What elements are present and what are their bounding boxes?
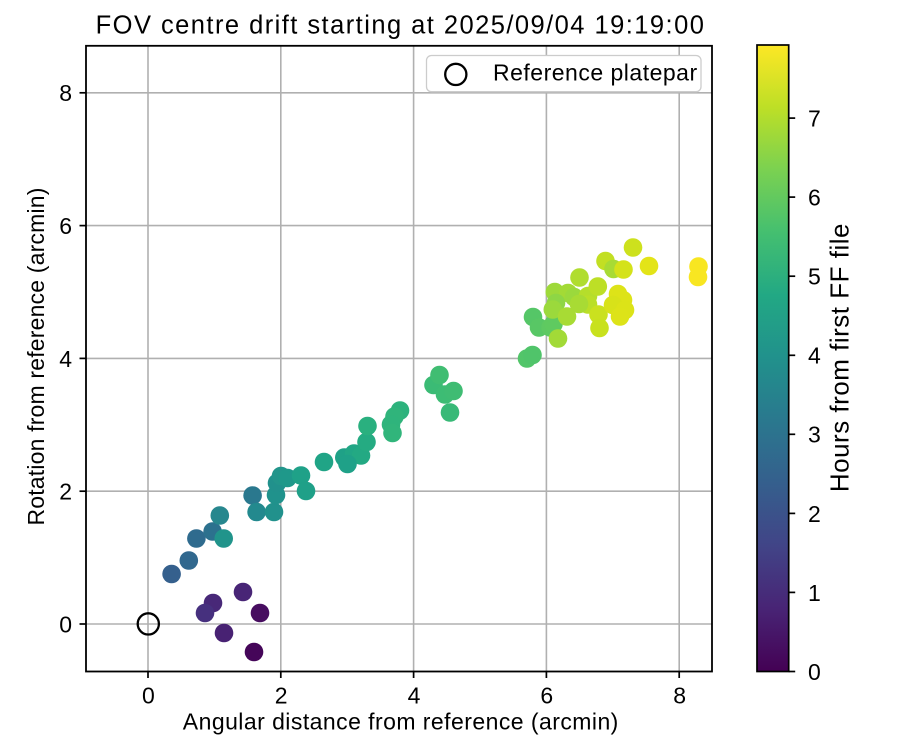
- svg-text:4: 4: [808, 343, 821, 369]
- svg-text:8: 8: [59, 80, 72, 106]
- svg-text:4: 4: [59, 346, 72, 372]
- svg-text:2: 2: [275, 683, 288, 709]
- svg-text:3: 3: [808, 422, 821, 448]
- svg-text:5: 5: [808, 264, 821, 290]
- svg-text:0: 0: [59, 611, 72, 637]
- svg-text:FOV centre drift starting at 2: FOV centre drift starting at 2025/09/04 …: [96, 12, 706, 40]
- svg-text:Hours from first FF file: Hours from first FF file: [825, 223, 855, 492]
- svg-text:1: 1: [808, 580, 821, 606]
- svg-text:2: 2: [59, 479, 72, 505]
- svg-text:6: 6: [540, 683, 553, 709]
- svg-text:Rotation from reference (arcmi: Rotation from reference (arcmin): [23, 187, 49, 525]
- svg-text:6: 6: [59, 213, 72, 239]
- svg-text:6: 6: [808, 185, 821, 211]
- svg-text:Reference platepar: Reference platepar: [493, 60, 698, 86]
- svg-text:8: 8: [673, 683, 686, 709]
- svg-text:7: 7: [808, 106, 821, 132]
- svg-text:0: 0: [142, 683, 155, 709]
- svg-text:2: 2: [808, 501, 821, 527]
- svg-text:4: 4: [408, 683, 421, 709]
- svg-text:Angular distance from referenc: Angular distance from reference (arcmin): [183, 709, 619, 735]
- svg-text:0: 0: [808, 659, 821, 685]
